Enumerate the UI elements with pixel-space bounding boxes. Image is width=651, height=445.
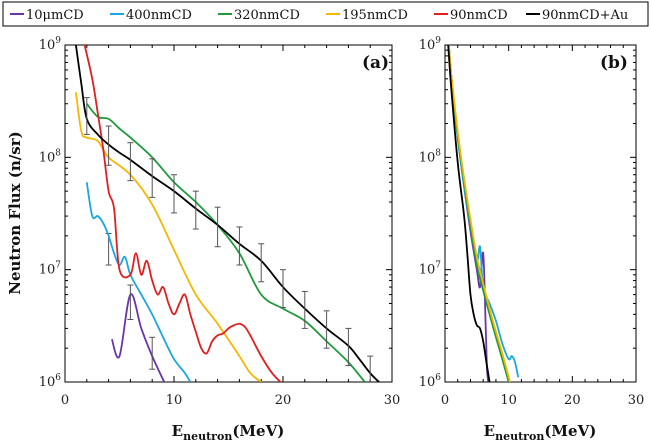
series-line-400nmcd	[447, 45, 520, 378]
panel-b-frame	[444, 44, 637, 383]
y-tick-label: 109	[39, 36, 62, 53]
series-line-400nmcd	[85, 182, 192, 382]
error-bar-90nmcd-au	[171, 174, 177, 214]
panel-a: 0 10 20 30 106 107 108 109 (a) Neutron Flux (n/…	[6, 36, 400, 443]
series-line-320nmcd	[86, 103, 366, 382]
legend-label: 90nmCD	[450, 8, 508, 23]
legend-item-10-mcd: 10μmCD	[10, 8, 84, 23]
legend-item-90nmcd-au: 90nmCD+Au	[526, 8, 628, 23]
error-bar-10-mcd	[127, 284, 134, 321]
x-axis-title-main: E	[172, 422, 183, 440]
error-bar-90nmcd-au	[345, 327, 352, 367]
y-tick-label: 109	[419, 36, 442, 53]
panel-b: 0 10 20 30 106 107 108 109 (b) Eneutron(MeV)	[419, 36, 645, 443]
error-bar-90nmcd-au	[236, 226, 243, 266]
panel-b-label: (b)	[600, 53, 628, 73]
series-line-10-mcd	[111, 293, 166, 382]
legend-label: 10μmCD	[26, 8, 84, 23]
series-line-195nmcd	[447, 45, 511, 382]
series-line-90nmcd	[83, 45, 282, 382]
legend-item-400nmcd: 400nmCD	[110, 8, 192, 23]
x-axis-title-unit: (MeV)	[232, 422, 284, 440]
series-line-90nmcd-au	[447, 45, 491, 382]
x-axis-title-unit: (MeV)	[544, 422, 596, 440]
panel-a-x-axis-title: Eneutron(MeV)	[172, 422, 285, 443]
x-tick-label: 0	[61, 393, 69, 408]
error-bar-10-mcd	[149, 336, 156, 370]
x-axis-title-sub: neutron	[183, 430, 232, 443]
panel-a-label: (a)	[362, 53, 389, 73]
error-bar-90nmcd-au	[83, 97, 90, 135]
y-tick-label: 107	[39, 261, 62, 278]
x-axis-title-main: E	[484, 422, 495, 440]
legend-item-320nmcd: 320nmCD	[218, 8, 300, 23]
x-tick-label: 10	[500, 393, 517, 408]
x-tick-label: 10	[166, 393, 183, 408]
y-tick-label: 108	[39, 148, 62, 165]
error-bar-90nmcd-au	[367, 355, 374, 382]
series-line-195nmcd	[75, 92, 262, 382]
legend-label: 320nmCD	[234, 8, 300, 23]
y-axis-title: Neutron Flux (n/sr)	[6, 131, 24, 294]
panel-b-x-axis-title: Eneutron(MeV)	[484, 422, 597, 443]
error-bar-90nmcd-au	[214, 206, 221, 248]
y-tick-label: 106	[419, 373, 442, 390]
legend-label: 90nmCD+Au	[542, 8, 628, 23]
legend-label: 195nmCD	[342, 8, 408, 23]
y-tick-label: 108	[419, 148, 442, 165]
y-tick-label: 107	[419, 261, 442, 278]
legend-label: 400nmCD	[126, 8, 192, 23]
error-bar-90nmcd-au	[105, 125, 112, 166]
error-bar-90nmcd-au	[301, 290, 308, 329]
error-bar-90nmcd-au	[192, 190, 199, 230]
legend-item-90nmcd: 90nmCD	[434, 8, 508, 23]
legend-item-195nmcd: 195nmCD	[326, 8, 408, 23]
panel-a-frame	[64, 44, 393, 383]
error-bar-90nmcd-au	[280, 269, 286, 309]
y-tick-label: 106	[39, 373, 62, 390]
x-tick-label: 20	[275, 393, 292, 408]
error-bar-90nmcd-au	[127, 142, 134, 182]
error-bar-90nmcd-au	[258, 243, 265, 283]
series-line-90nmcd-au	[75, 45, 380, 382]
x-tick-label: 20	[564, 393, 581, 408]
error-bar-90nmcd-au	[149, 158, 156, 198]
x-tick-label: 0	[441, 393, 449, 408]
error-bar-90nmcd-au	[323, 310, 330, 349]
x-axis-title-sub: neutron	[495, 430, 544, 443]
x-tick-label: 30	[384, 393, 401, 408]
x-tick-label: 30	[628, 393, 645, 408]
legend: 10μmCD 400nmCD 320nmCD 195nmCD 90nmCD 90nmCD+…	[2, 1, 649, 27]
